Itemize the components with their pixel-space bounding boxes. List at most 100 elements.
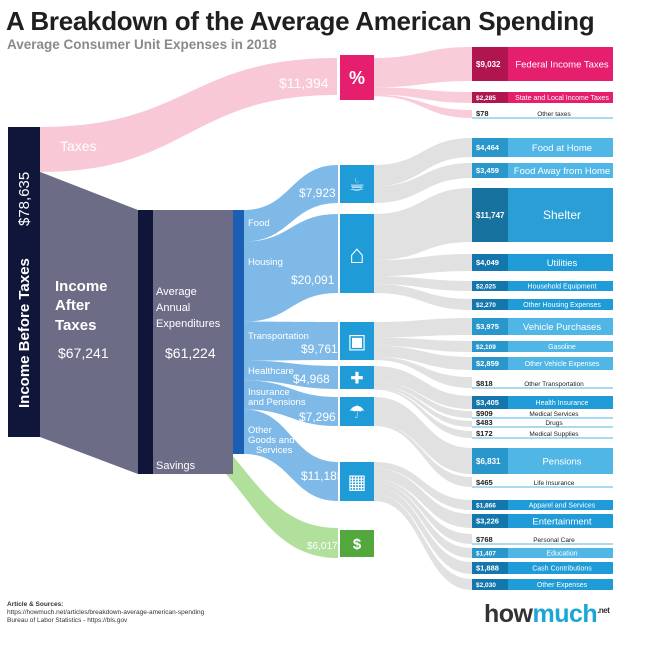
- detail-label: Shelter: [543, 208, 581, 222]
- ribbon-detail: [374, 163, 472, 203]
- income-before-taxes-value: $78,635: [16, 172, 33, 226]
- detail-label: Apparel and Services: [529, 502, 596, 509]
- detail-label: Household Equipment: [528, 283, 597, 290]
- detail-value: $3,975: [476, 322, 499, 331]
- detail-value: $172: [476, 429, 493, 438]
- detail-value: $2,109: [476, 344, 496, 351]
- ribbon-detail: [374, 487, 472, 574]
- income-after-taxes-label: After: [55, 297, 90, 314]
- ribbon-detail: [374, 356, 472, 388]
- detail-education: $1,407 Education: [472, 548, 613, 558]
- expenditures-label: Expenditures: [156, 318, 221, 330]
- detail-other-expenses: $2,030 Other Expenses: [472, 579, 613, 590]
- sources-block: Article & Sources: https://howmuch.net/a…: [7, 601, 204, 625]
- detail-bg: [472, 411, 613, 418]
- detail-value-bg: [472, 514, 508, 528]
- detail-value: $9,032: [476, 60, 501, 69]
- ribbon-detail: [374, 337, 472, 352]
- detail-bg: [472, 500, 613, 510]
- detail-label: Entertainment: [532, 516, 592, 527]
- detail-value: $483: [476, 418, 493, 427]
- detail-label: Gasoline: [548, 344, 576, 351]
- ribbon-detail: [374, 479, 472, 544]
- income-before-taxes-bar: [8, 127, 40, 437]
- income-after-taxes-bar: [138, 210, 153, 474]
- detail-other-transportation: $818 Other Transportation: [472, 377, 613, 389]
- detail-bg: [472, 431, 613, 438]
- detail-bg: [472, 534, 613, 544]
- detail-value: $818: [476, 379, 493, 388]
- category-label-other: Other: [248, 425, 272, 436]
- detail-bg: [472, 281, 613, 291]
- expenditures-label: Annual: [156, 302, 190, 314]
- detail-bg: [472, 579, 613, 590]
- ribbon-detail: [374, 138, 472, 187]
- detail-other-vehicle-expenses: $2,859 Other Vehicle Expenses: [472, 357, 613, 370]
- bus-icon: ▣: [340, 322, 374, 360]
- detail-utilities: $4,049 Utilities: [472, 254, 613, 271]
- ribbon-tax-detail: [374, 47, 472, 88]
- detail-value-bg: [472, 448, 508, 474]
- detail-value: $3,459: [476, 166, 499, 175]
- sources-heading: Article & Sources:: [7, 601, 64, 608]
- detail-label: Food Away from Home: [514, 166, 610, 177]
- detail-life-insurance: $465 Life Insurance: [472, 477, 613, 488]
- shopping-cart-icon-bg: [340, 462, 374, 501]
- detail-label: Personal Care: [533, 537, 575, 544]
- savings-label: Savings: [156, 460, 196, 472]
- detail-value: $6,831: [476, 457, 501, 466]
- detail-label: State and Local Income Taxes: [515, 95, 609, 102]
- logo-how: how: [484, 600, 533, 628]
- ribbon-detail: [374, 493, 472, 590]
- food-icon-glyph: ☕: [349, 174, 365, 194]
- detail-food-at-home: $4,464 Food at Home: [472, 138, 613, 157]
- category-label-other: Goods and: [248, 435, 294, 446]
- taxes-value: $11,394: [279, 75, 329, 91]
- detail-health-insurance: $3,405 Health Insurance: [472, 396, 613, 409]
- detail-value: $4,464: [476, 143, 500, 152]
- detail-label: Utilities: [547, 258, 578, 269]
- detail-value-bg: [472, 254, 508, 271]
- ribbon-detail: [374, 424, 472, 487]
- category-value-food: $7,923: [299, 186, 336, 200]
- income-after-taxes-label: Taxes: [55, 317, 96, 334]
- savings-icon: $: [340, 530, 374, 557]
- detail-label: Other Transportation: [524, 381, 584, 388]
- ribbon-other: [244, 409, 338, 501]
- income-before-taxes-label: Income Before Taxes: [16, 258, 33, 408]
- bus-icon-glyph: ▣: [348, 331, 367, 353]
- house-icon-bg: [340, 214, 374, 293]
- detail-bg: [472, 548, 613, 558]
- detail-value-bg: [472, 47, 508, 81]
- detail-label: Cash Contributions: [532, 565, 592, 572]
- expenditures-body: [153, 210, 233, 474]
- category-value-other: $11,185: [301, 469, 344, 483]
- source-link-bls[interactable]: Bureau of Labor Statistics - https://bls…: [7, 617, 128, 624]
- detail-value-bg: [472, 562, 508, 574]
- detail-value: $11,747: [476, 211, 505, 220]
- ribbon-detail: [374, 388, 472, 438]
- medical-cross-icon-glyph: ✚: [350, 370, 363, 387]
- detail-label: Life Insurance: [534, 480, 575, 487]
- umbrella-person-icon: ☂: [340, 397, 374, 426]
- category-label-food: Food: [248, 218, 270, 229]
- ribbon-detail: [374, 284, 472, 310]
- detail-value: $3,405: [476, 398, 499, 407]
- detail-value-bg: [472, 548, 508, 558]
- detail-label: Other Vehicle Expenses: [525, 361, 600, 368]
- ribbon-detail: [374, 318, 472, 338]
- source-link-howmuch[interactable]: https://howmuch.net/articles/breakdown-a…: [7, 609, 205, 616]
- ribbon-detail: [374, 462, 472, 510]
- umbrella-person-icon-glyph: ☂: [349, 402, 365, 422]
- detail-value: $1,866: [476, 502, 496, 509]
- detail-medical-services: $909 Medical Services: [472, 409, 613, 419]
- ribbon-detail: [374, 482, 472, 558]
- ribbon-detail: [374, 366, 472, 409]
- detail-value-bg: [472, 396, 508, 409]
- detail-medical-supplies: $172 Medical Supplies: [472, 429, 613, 439]
- bus-icon-bg: [340, 322, 374, 360]
- category-label-insurance: Insurance: [248, 387, 290, 398]
- ribbon-food: [244, 165, 338, 242]
- detail-household-equipment: $2,025 Household Equipment: [472, 281, 613, 291]
